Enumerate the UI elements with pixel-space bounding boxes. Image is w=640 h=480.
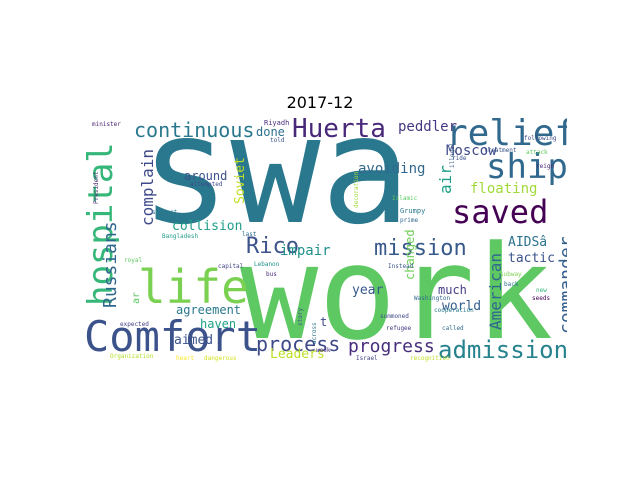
cloud-word: life <box>138 260 249 314</box>
cloud-word: summoned <box>380 313 409 320</box>
cloud-word: progress <box>348 336 435 357</box>
cloud-word: collision <box>172 219 243 234</box>
cloud-word: prime <box>400 217 419 224</box>
cloud-word: tactic <box>508 251 555 266</box>
cloud-word: Leaders <box>270 347 325 362</box>
cloud-word: Grumpy <box>400 207 426 215</box>
cloud-word: Organization <box>110 353 154 360</box>
cloud-word: around <box>184 169 228 183</box>
cloud-word: year <box>352 283 384 298</box>
cloud-word: peddler <box>398 119 458 135</box>
chart-title: 2017-12 <box>286 93 354 112</box>
cloud-word: ship <box>486 147 567 187</box>
cloud-word: capital <box>218 263 244 270</box>
cloud-word: work <box>240 217 554 364</box>
cloud-word: Moscow <box>446 143 497 159</box>
cloud-word: week <box>316 347 331 354</box>
cloud-word: minister <box>92 121 121 128</box>
cloud-word: treatment <box>484 147 517 154</box>
cloud-word: Washington <box>414 295 451 302</box>
cloud-word: much <box>438 283 467 297</box>
cloud-word: t <box>320 315 328 329</box>
cloud-word: Rico <box>246 234 299 259</box>
cloud-word: dangerous <box>204 355 237 362</box>
cloud-word: subway <box>500 271 522 278</box>
cloud-word: Islamic <box>392 195 418 202</box>
cloud-word: Comfort <box>84 312 262 361</box>
cloud-word: Huerta <box>292 116 386 144</box>
cloud-word: seeds <box>532 295 551 302</box>
cloud-word: Soviet <box>233 157 248 204</box>
cloud-word: ar <box>131 291 142 304</box>
cloud-word: Bangladesh <box>162 233 199 240</box>
cloud-word: commander <box>556 236 567 334</box>
cloud-word: process <box>256 332 341 356</box>
cloud-word: suspect <box>152 209 178 216</box>
cloud-word: agreement <box>176 303 242 317</box>
cloud-word: Lebanon <box>254 261 280 268</box>
cloud-word: AIDSâ <box>508 235 548 250</box>
cloud-word: bus <box>266 271 277 278</box>
cloud-word: heart <box>176 355 195 362</box>
cloud-word: haven <box>200 317 237 331</box>
word-cloud: swa work Comfort hospital life relief saved shi… <box>80 116 567 364</box>
cloud-word: President <box>93 171 100 204</box>
cloud-word: world <box>442 299 482 314</box>
cloud-word: done <box>256 125 285 139</box>
cloud-word: called <box>442 325 464 332</box>
cloud-word: Instead <box>388 263 414 270</box>
cloud-word: told <box>270 137 285 144</box>
cloud-word: royal <box>124 257 143 264</box>
cloud-word: continuous <box>134 118 255 142</box>
cloud-word: ride <box>452 155 467 162</box>
cloud-word: Riyadh <box>264 119 290 127</box>
cloud-word: avoiding <box>358 161 426 177</box>
cloud-word: refugee <box>386 325 412 332</box>
cloud-word: admission <box>438 336 567 364</box>
cloud-word: swa <box>140 116 411 258</box>
cloud-word: story <box>297 307 304 326</box>
cloud-word: attempted <box>190 181 223 188</box>
cloud-word: attack <box>526 149 548 156</box>
cloud-word: following <box>524 135 557 142</box>
cloud-word: aimed <box>174 333 214 348</box>
cloud-word: illegal <box>449 142 456 168</box>
cloud-word: decoration <box>353 171 360 208</box>
cloud-word: saved <box>452 193 549 231</box>
cloud-word: Israel <box>356 355 378 362</box>
cloud-word: cooperation <box>434 307 474 314</box>
cloud-word: reign <box>536 163 555 170</box>
cloud-word: recognition <box>410 355 450 362</box>
cloud-word: expected <box>120 321 149 328</box>
cloud-word: relief <box>446 116 567 154</box>
cloud-word: air <box>436 165 455 194</box>
cloud-word: changed <box>403 229 417 280</box>
cloud-word: impair <box>280 243 331 259</box>
cloud-word: Russians <box>100 221 121 308</box>
cloud-word: across <box>311 322 318 344</box>
cloud-word: last <box>242 231 257 238</box>
cloud-word: mission <box>374 236 467 261</box>
cloud-word: back <box>504 281 519 288</box>
cloud-word: American <box>486 252 505 330</box>
cloud-word: new <box>536 287 547 294</box>
cloud-word: floating <box>470 181 538 197</box>
